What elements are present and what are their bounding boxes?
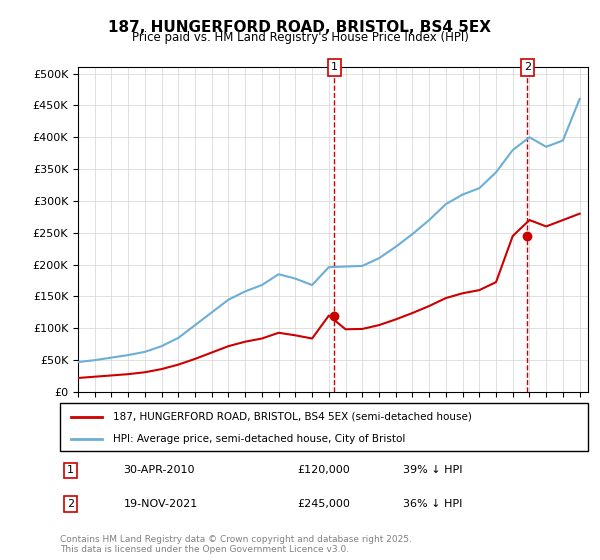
Text: 30-APR-2010: 30-APR-2010 — [124, 465, 195, 475]
Text: Contains HM Land Registry data © Crown copyright and database right 2025.
This d: Contains HM Land Registry data © Crown c… — [60, 535, 412, 554]
Text: 19-NOV-2021: 19-NOV-2021 — [124, 499, 197, 509]
FancyBboxPatch shape — [60, 403, 588, 451]
Text: Price paid vs. HM Land Registry's House Price Index (HPI): Price paid vs. HM Land Registry's House … — [131, 31, 469, 44]
Text: 2: 2 — [524, 62, 531, 72]
Text: 39% ↓ HPI: 39% ↓ HPI — [403, 465, 463, 475]
Text: HPI: Average price, semi-detached house, City of Bristol: HPI: Average price, semi-detached house,… — [113, 434, 405, 444]
Text: 36% ↓ HPI: 36% ↓ HPI — [403, 499, 463, 509]
Text: 187, HUNGERFORD ROAD, BRISTOL, BS4 5EX (semi-detached house): 187, HUNGERFORD ROAD, BRISTOL, BS4 5EX (… — [113, 412, 472, 422]
Text: 187, HUNGERFORD ROAD, BRISTOL, BS4 5EX: 187, HUNGERFORD ROAD, BRISTOL, BS4 5EX — [109, 20, 491, 35]
Text: 1: 1 — [331, 62, 338, 72]
Text: 2: 2 — [67, 499, 74, 509]
Text: £245,000: £245,000 — [298, 499, 350, 509]
Text: £120,000: £120,000 — [298, 465, 350, 475]
Text: 1: 1 — [67, 465, 74, 475]
